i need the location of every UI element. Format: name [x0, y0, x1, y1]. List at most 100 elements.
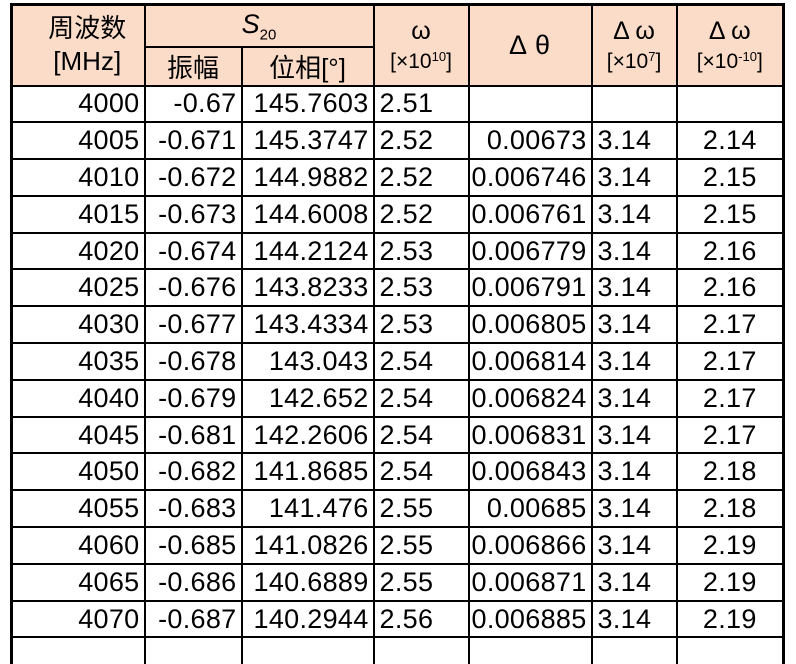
cell[interactable]: 2.15: [675, 194, 785, 234]
cell[interactable]: 2.51: [372, 84, 470, 124]
cell[interactable]: -0.677: [143, 305, 243, 345]
cell[interactable]: 140.6889: [240, 562, 375, 602]
cell[interactable]: 4045: [10, 415, 146, 455]
cell[interactable]: 141.0826: [240, 526, 375, 565]
cell[interactable]: -0.682: [143, 452, 243, 492]
cell[interactable]: [240, 636, 375, 664]
header-phase[interactable]: 位相[°]: [240, 45, 375, 87]
cell[interactable]: -0.681: [143, 415, 243, 455]
cell[interactable]: 0.006831: [467, 415, 593, 455]
cell[interactable]: [675, 636, 785, 664]
header-delta-theta[interactable]: Δ θ: [467, 3, 593, 87]
header-omega[interactable]: ω [×1010]: [372, 3, 470, 87]
cell[interactable]: 3.14: [590, 378, 678, 418]
cell[interactable]: 4035: [10, 342, 146, 381]
cell[interactable]: 3.14: [590, 158, 678, 197]
header-delta-omega-e-10[interactable]: Δ ω [×10-10]: [675, 3, 785, 87]
cell[interactable]: 3.14: [590, 121, 678, 161]
cell[interactable]: 145.7603: [240, 84, 375, 124]
cell[interactable]: 2.53: [372, 305, 470, 345]
cell[interactable]: 0.006871: [467, 562, 593, 602]
cell[interactable]: -0.679: [143, 378, 243, 418]
cell[interactable]: 140.2944: [240, 599, 375, 639]
cell[interactable]: [10, 636, 146, 664]
cell[interactable]: 3.14: [590, 526, 678, 565]
cell[interactable]: 2.55: [372, 562, 470, 602]
cell[interactable]: [143, 636, 243, 664]
cell[interactable]: 3.14: [590, 452, 678, 492]
cell[interactable]: [467, 636, 593, 664]
cell[interactable]: 145.3747: [240, 121, 375, 161]
cell[interactable]: 144.9882: [240, 158, 375, 197]
cell[interactable]: 3.14: [590, 489, 678, 529]
cell[interactable]: 2.19: [675, 599, 785, 639]
cell[interactable]: 2.17: [675, 378, 785, 418]
cell[interactable]: -0.683: [143, 489, 243, 529]
cell[interactable]: [590, 84, 678, 124]
cell[interactable]: -0.678: [143, 342, 243, 381]
cell[interactable]: 2.54: [372, 452, 470, 492]
cell[interactable]: 0.006779: [467, 231, 593, 271]
cell[interactable]: 2.18: [675, 452, 785, 492]
header-s20[interactable]: S20: [143, 3, 375, 48]
cell[interactable]: 143.043: [240, 342, 375, 381]
cell[interactable]: 3.14: [590, 268, 678, 308]
cell[interactable]: 3.14: [590, 415, 678, 455]
cell[interactable]: [467, 84, 593, 124]
cell[interactable]: -0.67: [143, 84, 243, 124]
cell[interactable]: 2.52: [372, 121, 470, 161]
cell[interactable]: 2.19: [675, 562, 785, 602]
cell[interactable]: 4000: [10, 84, 146, 124]
cell[interactable]: 4020: [10, 231, 146, 271]
cell[interactable]: -0.676: [143, 268, 243, 308]
cell[interactable]: [372, 636, 470, 664]
cell[interactable]: 2.53: [372, 268, 470, 308]
cell[interactable]: 2.19: [675, 526, 785, 565]
cell[interactable]: [675, 84, 785, 124]
cell[interactable]: 142.2606: [240, 415, 375, 455]
cell[interactable]: 2.54: [372, 378, 470, 418]
cell[interactable]: 2.14: [675, 121, 785, 161]
cell[interactable]: 2.16: [675, 268, 785, 308]
cell[interactable]: -0.671: [143, 121, 243, 161]
cell[interactable]: 4070: [10, 599, 146, 639]
cell[interactable]: 0.00685: [467, 489, 593, 529]
cell[interactable]: 2.54: [372, 415, 470, 455]
header-amplitude[interactable]: 振幅: [143, 45, 243, 87]
cell[interactable]: 0.006824: [467, 378, 593, 418]
cell[interactable]: 4055: [10, 489, 146, 529]
cell[interactable]: 2.53: [372, 231, 470, 271]
cell[interactable]: 3.14: [590, 562, 678, 602]
cell[interactable]: 0.006761: [467, 194, 593, 234]
cell[interactable]: 2.56: [372, 599, 470, 639]
header-frequency[interactable]: 周波数 [MHz]: [10, 3, 146, 87]
cell[interactable]: 4025: [10, 268, 146, 308]
cell[interactable]: 2.55: [372, 489, 470, 529]
cell[interactable]: 4050: [10, 452, 146, 492]
cell[interactable]: 4060: [10, 526, 146, 565]
cell[interactable]: -0.672: [143, 158, 243, 197]
cell[interactable]: 0.006843: [467, 452, 593, 492]
cell[interactable]: 3.14: [590, 342, 678, 381]
cell[interactable]: 141.8685: [240, 452, 375, 492]
cell[interactable]: 3.14: [590, 599, 678, 639]
cell[interactable]: 0.00673: [467, 121, 593, 161]
cell[interactable]: 144.6008: [240, 194, 375, 234]
cell[interactable]: 2.17: [675, 342, 785, 381]
cell[interactable]: 143.8233: [240, 268, 375, 308]
cell[interactable]: 0.006791: [467, 268, 593, 308]
cell[interactable]: 141.476: [240, 489, 375, 529]
cell[interactable]: 3.14: [590, 231, 678, 271]
cell[interactable]: 143.4334: [240, 305, 375, 345]
cell[interactable]: 144.2124: [240, 231, 375, 271]
cell[interactable]: 2.52: [372, 158, 470, 197]
cell[interactable]: -0.686: [143, 562, 243, 602]
cell[interactable]: 2.54: [372, 342, 470, 381]
cell[interactable]: 4010: [10, 158, 146, 197]
cell[interactable]: [590, 636, 678, 664]
cell[interactable]: -0.685: [143, 526, 243, 565]
cell[interactable]: 2.55: [372, 526, 470, 565]
cell[interactable]: 4005: [10, 121, 146, 161]
cell[interactable]: 3.14: [590, 194, 678, 234]
cell[interactable]: 2.18: [675, 489, 785, 529]
